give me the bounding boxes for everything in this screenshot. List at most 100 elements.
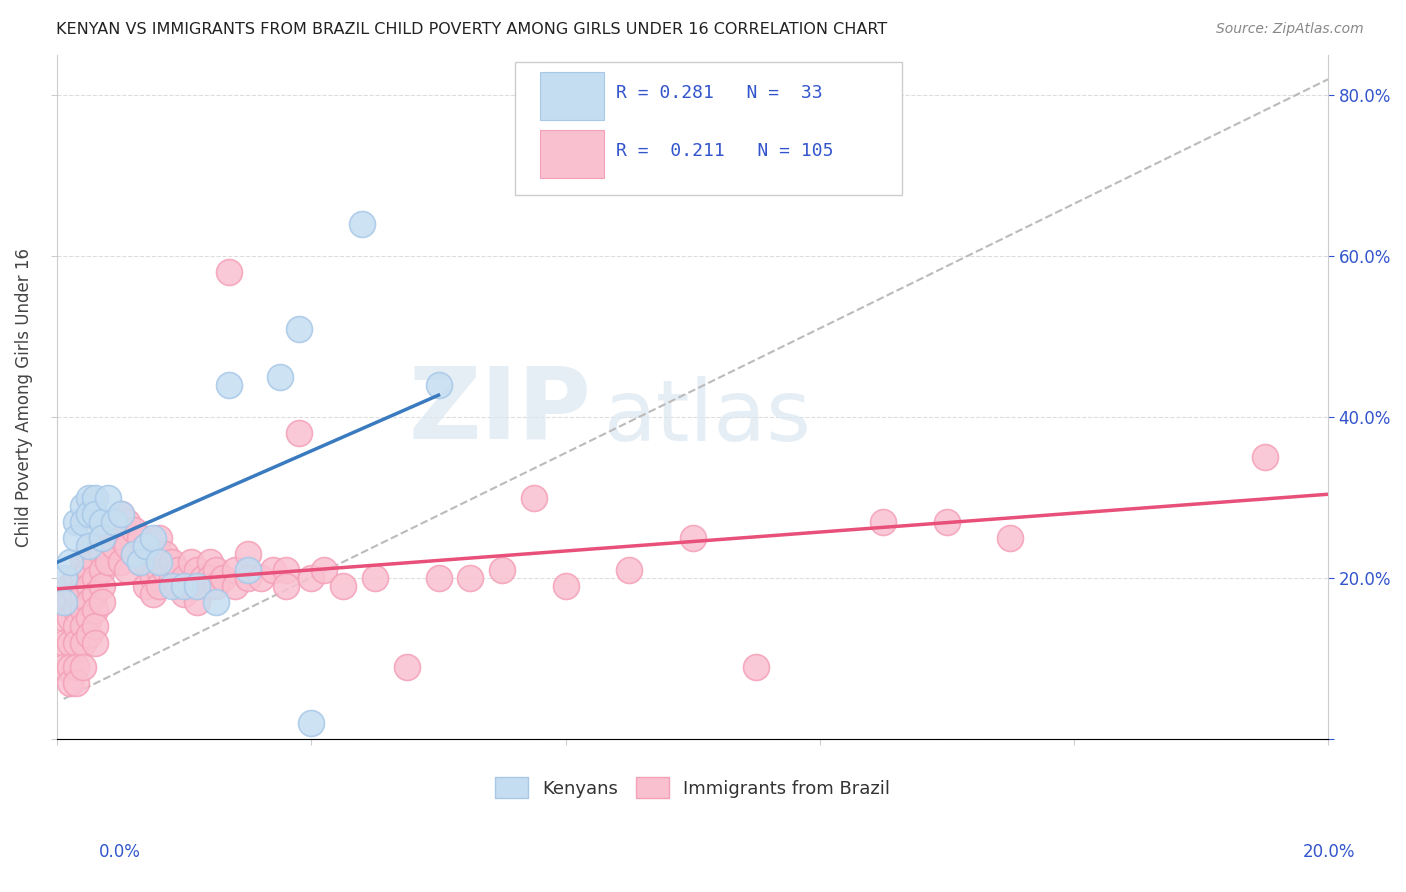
Point (90, 563, 112, 577)
Point (90, 547, 112, 561)
Point (77, 507, 100, 521)
Point (142, 587, 165, 601)
Point (301, 716, 323, 731)
Point (186, 579, 208, 593)
Point (72, 515, 94, 529)
Point (84, 603, 107, 617)
Point (173, 571, 195, 585)
Point (77, 611, 100, 625)
Text: R =  0.211   N = 105: R = 0.211 N = 105 (616, 142, 834, 160)
Point (142, 531, 165, 545)
Point (97, 523, 120, 537)
Point (59, 635, 82, 649)
Point (236, 563, 259, 577)
Point (682, 531, 704, 545)
Point (554, 579, 576, 593)
Point (745, 659, 768, 673)
Point (97, 555, 120, 569)
Point (395, 659, 418, 673)
Point (205, 595, 228, 609)
FancyBboxPatch shape (515, 62, 903, 195)
Point (72, 499, 94, 513)
Point (218, 265, 240, 279)
Point (160, 579, 183, 593)
Point (84, 587, 107, 601)
Point (205, 579, 228, 593)
Point (249, 571, 271, 585)
Point (236, 571, 259, 585)
Point (427, 378, 450, 392)
Point (135, 555, 157, 569)
Point (52, 659, 75, 673)
Point (65, 635, 87, 649)
Point (77, 539, 100, 553)
Point (77, 579, 100, 593)
Point (236, 547, 259, 561)
Point (77, 627, 100, 641)
Point (84, 539, 107, 553)
Point (352, 217, 374, 231)
Point (167, 563, 190, 577)
Point (129, 531, 152, 545)
Point (72, 603, 94, 617)
Text: ZIP: ZIP (408, 362, 591, 459)
Point (160, 555, 183, 569)
Y-axis label: Child Poverty Among Girls Under 16: Child Poverty Among Girls Under 16 (15, 248, 32, 547)
Point (262, 563, 284, 577)
Point (224, 563, 246, 577)
Point (103, 515, 125, 529)
Point (59, 555, 82, 569)
Point (90, 531, 112, 545)
Point (129, 555, 152, 569)
Point (198, 555, 221, 569)
Text: 0.0%: 0.0% (98, 843, 141, 861)
Point (186, 595, 208, 609)
Point (122, 547, 145, 561)
Point (129, 555, 152, 569)
Point (84, 619, 107, 633)
Point (287, 426, 309, 441)
Point (59, 579, 82, 593)
Point (84, 555, 107, 569)
Point (110, 531, 132, 545)
Text: KENYAN VS IMMIGRANTS FROM BRAZIL CHILD POVERTY AMONG GIRLS UNDER 16 CORRELATION : KENYAN VS IMMIGRANTS FROM BRAZIL CHILD P… (56, 22, 887, 37)
Point (77, 595, 100, 609)
Legend: Kenyans, Immigrants from Brazil: Kenyans, Immigrants from Brazil (488, 770, 897, 805)
Point (72, 571, 94, 585)
Point (186, 579, 208, 593)
Point (1253, 450, 1275, 465)
Point (65, 515, 87, 529)
Point (427, 571, 450, 585)
Text: atlas: atlas (603, 376, 811, 459)
Point (211, 571, 233, 585)
Point (180, 555, 202, 569)
Point (155, 547, 177, 561)
Point (84, 507, 107, 521)
Point (460, 571, 482, 585)
Point (84, 491, 107, 505)
Point (72, 619, 94, 633)
Point (59, 595, 82, 609)
Point (115, 515, 138, 529)
Text: 20.0%: 20.0% (1302, 843, 1355, 861)
Point (103, 515, 125, 529)
Point (167, 579, 190, 593)
Point (287, 322, 309, 336)
Point (90, 531, 112, 545)
Point (198, 571, 221, 585)
Point (59, 659, 82, 673)
Point (301, 571, 323, 585)
Point (148, 579, 170, 593)
Point (155, 563, 177, 577)
Point (1000, 531, 1022, 545)
Point (65, 531, 87, 545)
Point (65, 619, 87, 633)
Point (224, 579, 246, 593)
Point (77, 563, 100, 577)
Point (872, 515, 894, 529)
Point (59, 611, 82, 625)
Point (65, 587, 87, 601)
Text: R = 0.281   N =  33: R = 0.281 N = 33 (616, 84, 823, 102)
Point (218, 378, 240, 392)
Point (115, 563, 138, 577)
